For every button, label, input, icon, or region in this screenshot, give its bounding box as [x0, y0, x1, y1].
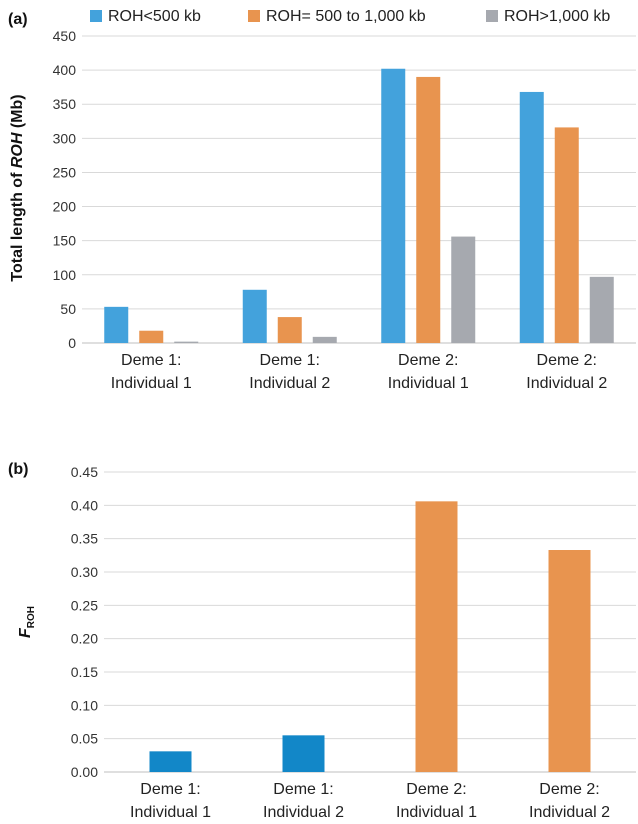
y-tick-label: 400 [53, 62, 77, 78]
y-tick-label: 0.25 [71, 597, 98, 613]
category-label: Individual 2 [249, 375, 330, 392]
y-tick-labels-b: 0.00 0.05 0.10 0.15 0.20 0.25 0.30 0.35 0.40 0.45 [71, 464, 98, 780]
y-axis-label-a: Total length of ROH (Mb) [9, 94, 26, 281]
bar [589, 276, 614, 343]
bar [548, 550, 591, 772]
bar [415, 501, 458, 772]
y-tick-label: 0.00 [71, 764, 98, 780]
legend-swatch [486, 10, 498, 22]
y-tick-label: 100 [53, 267, 77, 283]
y-tick-label: 0.15 [71, 664, 98, 680]
category-label: Individual 1 [111, 375, 192, 392]
category-label: Deme 2: [406, 781, 466, 798]
category-label: Individual 2 [263, 804, 344, 821]
category-labels-b: Deme 1: Individual 1 Deme 1: Individual 2 De… [130, 781, 610, 821]
y-tick-label: 0.40 [71, 497, 98, 513]
y-axis-label-a-part3: (Mb) [9, 94, 26, 132]
category-label: Deme 1: [260, 352, 320, 369]
y-tick-label: 0.30 [71, 564, 98, 580]
bars-a [104, 68, 614, 343]
y-tick-label: 250 [53, 164, 77, 180]
legend-entry: ROH= 500 to 1,000 kb [266, 8, 426, 25]
category-label: Individual 1 [130, 804, 211, 821]
bar [312, 336, 337, 343]
category-label: Individual 1 [396, 804, 477, 821]
bar [416, 76, 441, 343]
bar [282, 735, 325, 772]
y-tick-label: 450 [53, 28, 77, 44]
panel-b-chart: (b) 0.00 0.05 0.10 0.15 0.20 0.25 0.30 0.35 0.40… [8, 461, 636, 821]
category-label: Individual 1 [388, 375, 469, 392]
y-axis-label-b-main: F [17, 627, 34, 638]
y-tick-labels-a: 0 50 100 150 200 250 300 350 400 450 [53, 28, 77, 351]
y-tick-label: 150 [53, 233, 77, 249]
y-tick-label: 0.20 [71, 631, 98, 647]
y-tick-label: 50 [60, 301, 76, 317]
gridlines-b [104, 471, 636, 773]
bar [554, 127, 579, 343]
y-tick-label: 0 [68, 335, 76, 351]
bar [149, 751, 192, 772]
bar [519, 91, 544, 343]
y-axis-label-b-subscript: ROH [26, 606, 37, 628]
y-tick-label: 300 [53, 130, 77, 146]
bar [381, 68, 406, 343]
bar [174, 341, 199, 343]
bar [242, 289, 267, 343]
panel-a-label: (a) [8, 11, 28, 28]
bar [451, 236, 476, 343]
legend-entry: ROH<500 kb [108, 8, 201, 25]
legend-swatch [90, 10, 102, 22]
category-label: Individual 2 [529, 804, 610, 821]
bar [139, 330, 164, 343]
category-label: Deme 1: [121, 352, 181, 369]
category-label: Individual 2 [526, 375, 607, 392]
y-axis-label-b: FROH [17, 606, 37, 638]
y-tick-label: 350 [53, 96, 77, 112]
category-label: Deme 1: [273, 781, 333, 798]
bar [104, 306, 129, 343]
legend: ROH<500 kb ROH= 500 to 1,000 kb ROH>1,000 … [90, 8, 610, 25]
bars-b [149, 501, 591, 772]
bar [277, 317, 302, 343]
y-tick-label: 0.05 [71, 731, 98, 747]
legend-entry: ROH>1,000 kb [504, 8, 610, 25]
category-label: Deme 2: [398, 352, 458, 369]
legend-swatch [248, 10, 260, 22]
category-labels-a: Deme 1: Individual 1 Deme 1: Individual 2 De… [111, 352, 608, 392]
y-axis-label-a-part1: Total length of [9, 168, 26, 281]
panel-a-chart: (a) ROH<500 kb ROH= 500 to 1,000 kb ROH>1,… [8, 8, 636, 392]
y-tick-label: 0.10 [71, 697, 98, 713]
panel-b-label: (b) [8, 461, 28, 478]
y-tick-label: 0.35 [71, 531, 98, 547]
y-tick-label: 0.45 [71, 464, 98, 480]
category-label: Deme 2: [539, 781, 599, 798]
gridlines-a [82, 35, 636, 344]
y-axis-label-a-part2: ROH [9, 132, 26, 168]
category-label: Deme 2: [537, 352, 597, 369]
category-label: Deme 1: [140, 781, 200, 798]
y-tick-label: 200 [53, 199, 77, 215]
